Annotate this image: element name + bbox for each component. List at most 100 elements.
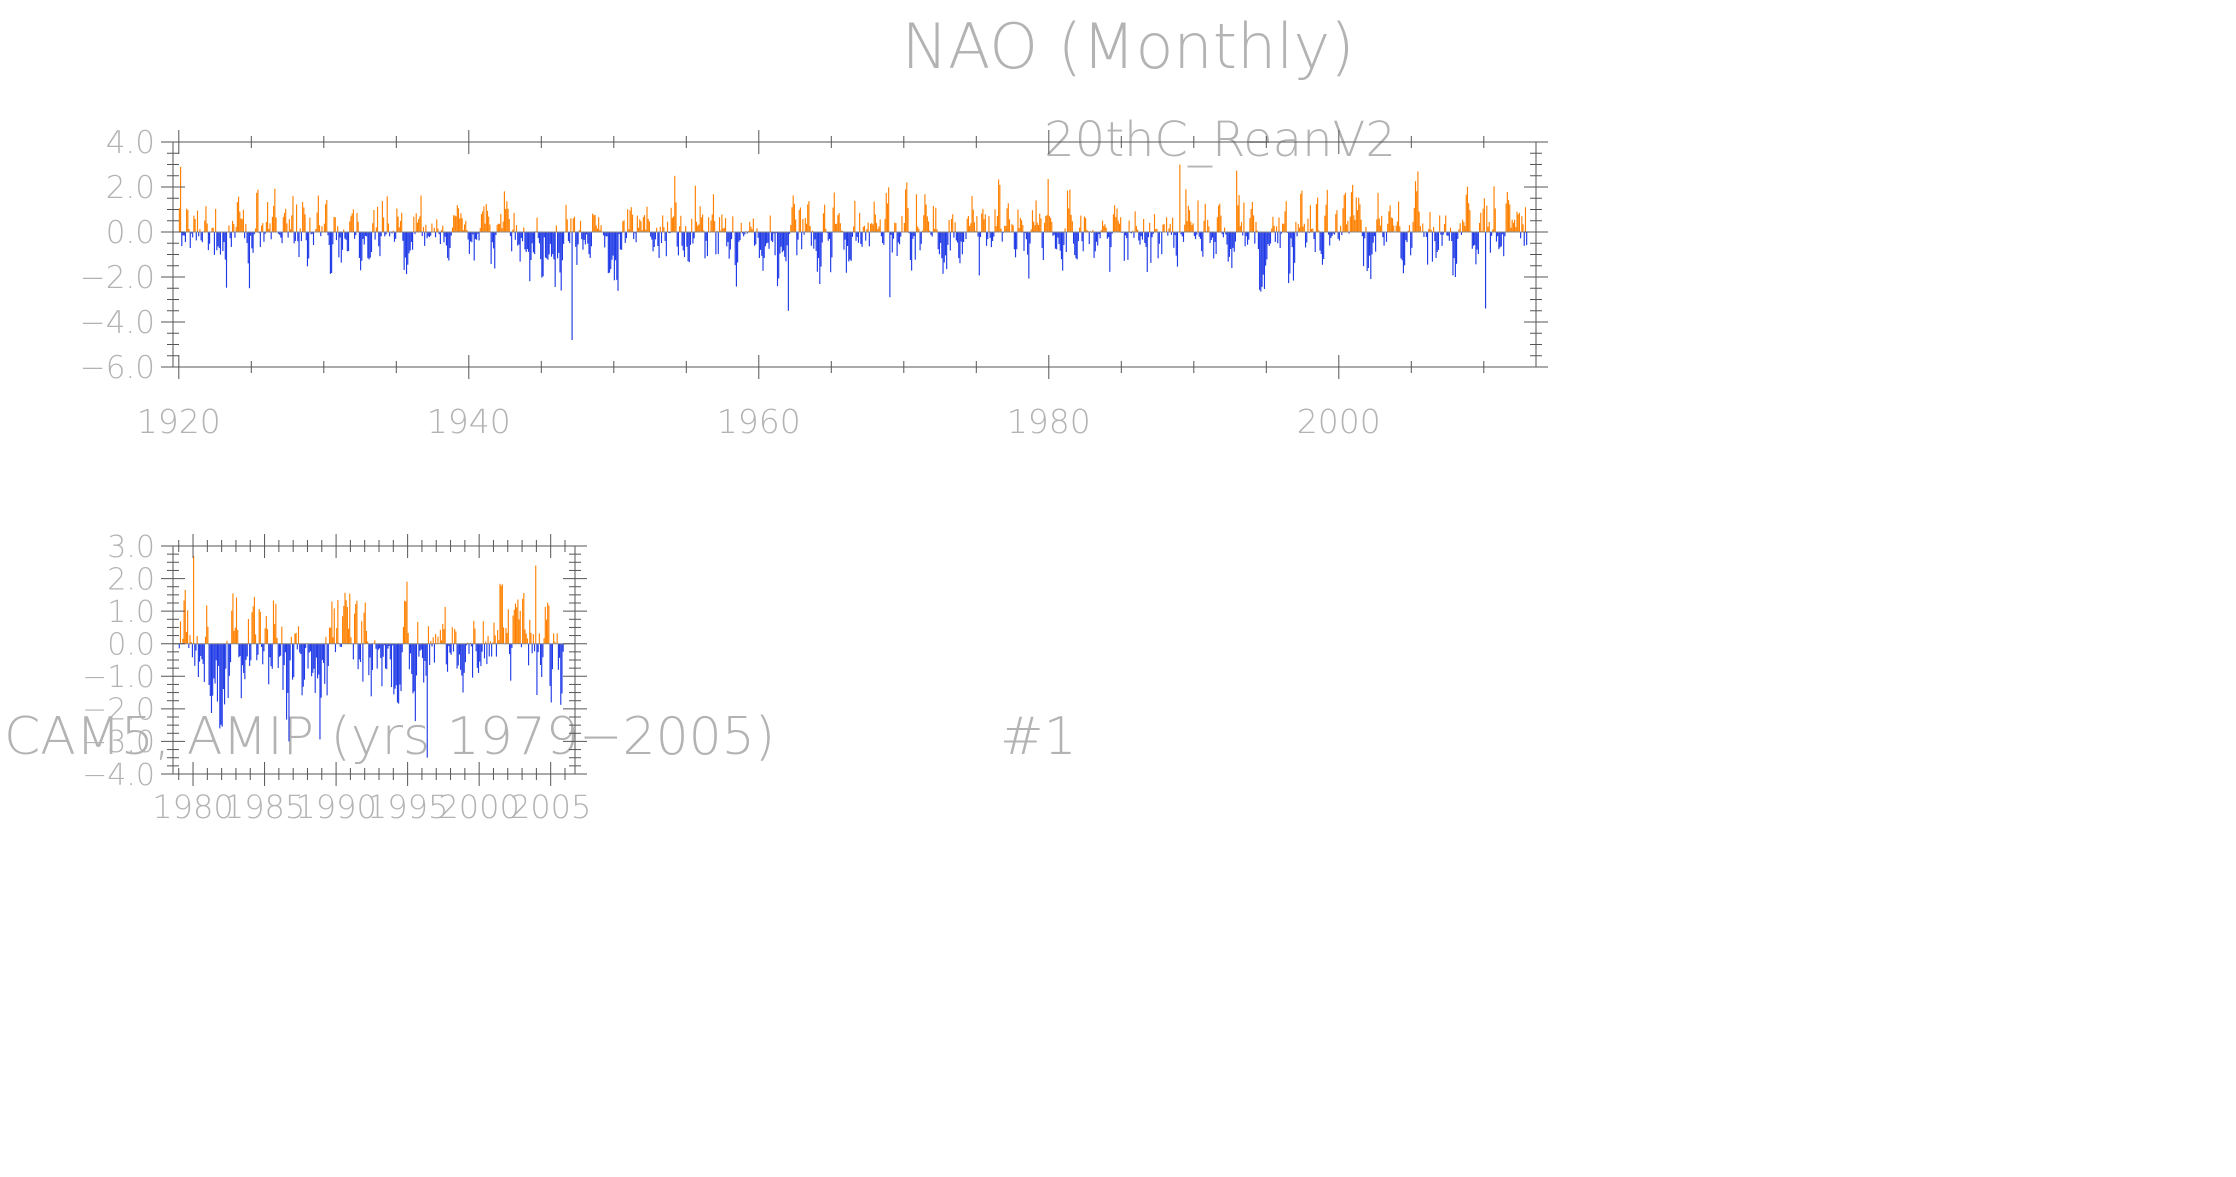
bar: [502, 627, 505, 644]
bar: [1465, 194, 1467, 232]
bar: [891, 232, 893, 253]
bar: [652, 232, 654, 252]
bar: [1006, 208, 1008, 232]
bar: [525, 232, 527, 252]
bar: [943, 232, 945, 263]
bar: [1246, 232, 1249, 245]
bar: [456, 205, 458, 232]
bar: [196, 210, 199, 232]
bar: [331, 601, 333, 644]
bar: [1506, 191, 1508, 232]
bar: [257, 189, 259, 232]
bar: [1172, 217, 1174, 232]
bar: [523, 592, 525, 644]
bar: [271, 643, 273, 669]
bar: [507, 609, 509, 644]
bar: [441, 230, 443, 232]
bar: [611, 232, 613, 260]
bar: [1517, 214, 1519, 232]
bar: [1222, 232, 1224, 238]
bar: [474, 628, 476, 644]
bar: [814, 232, 816, 240]
bar: [205, 206, 207, 232]
bar: [576, 232, 578, 265]
bar: [454, 215, 456, 232]
bar: [837, 215, 839, 232]
bar: [537, 232, 539, 239]
bar: [392, 230, 394, 232]
bar: [900, 232, 902, 237]
bar: [407, 633, 409, 644]
bar: [259, 611, 261, 644]
bar: [336, 628, 338, 644]
bar: [1423, 232, 1425, 237]
bar: [1149, 222, 1151, 232]
bar: [483, 206, 485, 232]
bar: [715, 232, 717, 255]
bar: [972, 209, 974, 232]
bar: [1265, 232, 1267, 266]
bar: [520, 232, 522, 239]
bar: [996, 216, 998, 232]
bar: [486, 210, 489, 232]
bar: [1022, 225, 1024, 232]
bar: [1330, 232, 1332, 238]
bar: [365, 631, 368, 644]
bar: [362, 643, 364, 682]
bar: [1074, 232, 1076, 256]
bar: [264, 628, 266, 644]
bar: [941, 232, 943, 259]
bar: [1017, 209, 1019, 232]
bar: [1283, 223, 1285, 232]
bar: [190, 232, 193, 234]
bar: [1100, 229, 1102, 232]
bar: [774, 232, 776, 256]
bar: [392, 643, 394, 646]
bar: [966, 218, 968, 232]
bar: [1288, 232, 1290, 284]
bar: [977, 232, 979, 237]
bar: [548, 232, 550, 255]
bar: [409, 232, 411, 251]
bar: [212, 643, 214, 696]
bar: [936, 229, 938, 232]
bar: [288, 219, 290, 232]
bar: [1016, 232, 1018, 250]
bar: [491, 232, 493, 243]
bar: [947, 232, 949, 245]
bar: [703, 230, 705, 232]
bar: [803, 232, 805, 235]
bar: [435, 634, 437, 644]
bar: [1453, 232, 1455, 259]
bar: [618, 232, 620, 235]
bar: [1365, 226, 1367, 232]
bar: [918, 228, 920, 232]
bar: [1219, 203, 1221, 232]
bar: [258, 232, 260, 234]
bar: [265, 221, 267, 232]
bar: [326, 643, 328, 696]
bar: [1301, 190, 1303, 232]
bar: [868, 232, 870, 247]
bar: [636, 215, 638, 232]
bar: [279, 232, 281, 235]
bar: [749, 221, 751, 232]
bar: [1217, 205, 1220, 232]
bar: [467, 232, 469, 240]
bar: [303, 207, 305, 232]
bar: [256, 643, 258, 661]
bar: [541, 643, 543, 677]
bar: [304, 214, 306, 232]
bar: [570, 218, 572, 232]
bar: [418, 219, 420, 232]
bar: [207, 626, 209, 644]
bar: [201, 643, 203, 660]
bar: [1469, 210, 1471, 232]
bar: [850, 232, 852, 261]
bar: [445, 232, 447, 246]
bar: [1075, 232, 1077, 259]
bar: [1259, 232, 1261, 290]
bar: [735, 232, 737, 287]
bar: [491, 643, 493, 657]
bar: [278, 643, 280, 657]
